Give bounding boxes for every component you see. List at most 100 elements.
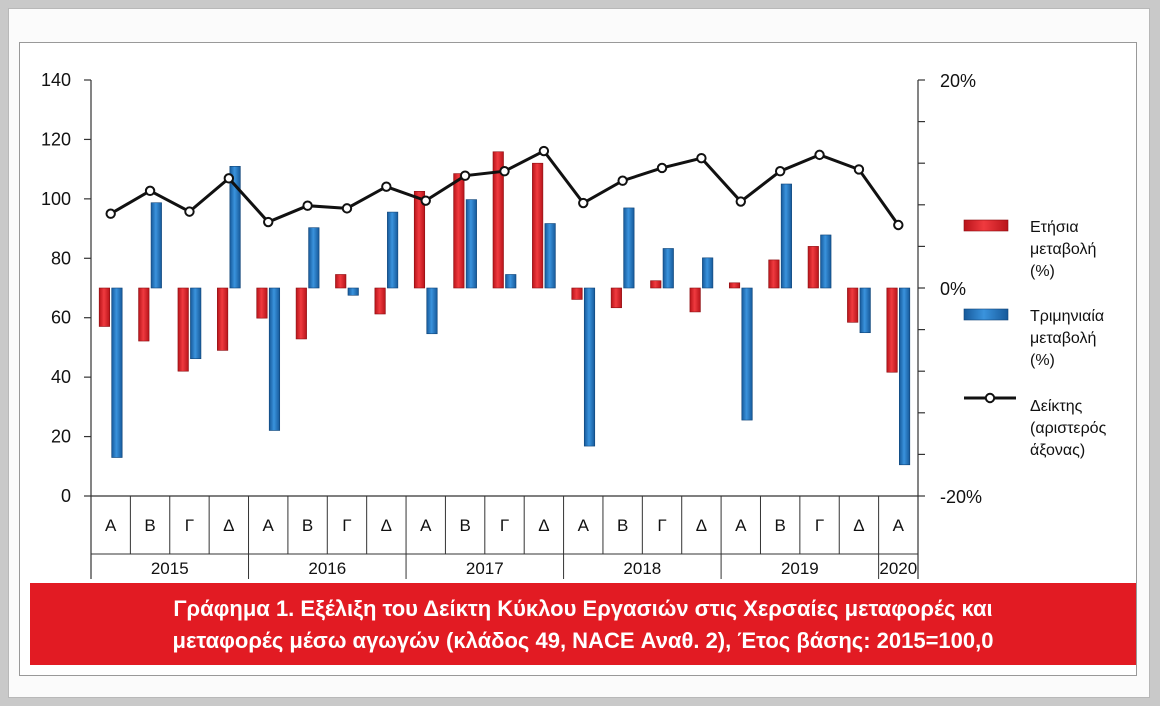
category-label: Γ bbox=[657, 516, 666, 535]
right-tick-label: 0% bbox=[940, 279, 966, 299]
annual-change-bar bbox=[98, 287, 110, 327]
legend-swatch-annual bbox=[963, 219, 1009, 232]
annual-change-bar bbox=[571, 287, 583, 300]
index-point bbox=[381, 181, 392, 192]
category-label: Α bbox=[105, 516, 117, 535]
legend-label: Δείκτης bbox=[1030, 398, 1083, 415]
category-label: Α bbox=[578, 516, 590, 535]
index-point bbox=[814, 149, 825, 161]
category-label: Β bbox=[144, 516, 155, 535]
annual-change-bar bbox=[768, 259, 780, 289]
chart-panel bbox=[19, 42, 1137, 676]
quarterly-change-bar bbox=[426, 287, 438, 335]
annual-change-bar bbox=[807, 246, 819, 289]
annual-change-bar bbox=[295, 287, 307, 340]
quarterly-change-bar bbox=[308, 227, 320, 289]
annual-change-bar bbox=[335, 274, 347, 289]
annual-change-bar bbox=[413, 190, 426, 289]
quarterly-change-bar bbox=[820, 234, 832, 289]
index-point bbox=[656, 162, 668, 174]
annual-change-bar bbox=[886, 287, 898, 373]
quarterly-change-bar bbox=[387, 211, 399, 289]
quarterly-change-bar bbox=[662, 248, 674, 289]
quarterly-change-bar bbox=[741, 287, 753, 421]
year-label: 2018 bbox=[623, 559, 661, 578]
legend-swatch-index-point bbox=[984, 392, 996, 404]
category-label: Δ bbox=[853, 516, 864, 535]
category-label: Γ bbox=[342, 516, 351, 535]
quarterly-change-bar bbox=[544, 223, 556, 289]
year-label: 2015 bbox=[151, 559, 189, 578]
annual-change-bar bbox=[728, 282, 741, 289]
index-point bbox=[184, 206, 195, 217]
legend-label: άξονας) bbox=[1030, 442, 1085, 459]
annual-change-bar bbox=[177, 287, 189, 372]
index-point bbox=[420, 195, 431, 206]
category-label: Β bbox=[302, 516, 313, 535]
index-point bbox=[893, 219, 904, 231]
quarterly-change-bar bbox=[780, 183, 792, 289]
annual-change-bar bbox=[453, 173, 465, 289]
index-point bbox=[538, 145, 550, 157]
category-label: Β bbox=[459, 516, 470, 535]
category-label: Α bbox=[893, 516, 905, 535]
index-point bbox=[853, 164, 865, 175]
annual-change-bar bbox=[650, 280, 662, 289]
left-tick-label: 40 bbox=[51, 367, 71, 387]
category-label: Α bbox=[735, 516, 747, 535]
legend-label: Ετήσια bbox=[1030, 219, 1079, 236]
legend-label: (αριστερός bbox=[1030, 420, 1107, 437]
category-label: Δ bbox=[381, 516, 392, 535]
annual-change-bar bbox=[610, 287, 622, 309]
year-label: 2016 bbox=[308, 559, 346, 578]
index-point bbox=[499, 166, 510, 177]
annual-change-bar bbox=[138, 287, 150, 342]
left-tick-label: 80 bbox=[51, 248, 71, 268]
figure-caption: Γράφημα 1. Εξέλιξη του Δείκτη Κύκλου Εργ… bbox=[30, 583, 1136, 665]
legend-label: (%) bbox=[1030, 263, 1055, 280]
annual-change-bar bbox=[689, 287, 701, 313]
left-tick-label: 60 bbox=[51, 308, 71, 328]
index-point bbox=[302, 200, 313, 211]
legend-swatch-quarterly bbox=[963, 308, 1009, 321]
quarterly-change-bar bbox=[150, 202, 162, 289]
index-point bbox=[735, 196, 746, 207]
quarterly-change-bar bbox=[702, 257, 714, 289]
legend-label: μεταβολή bbox=[1030, 330, 1096, 347]
caption-line-1: Γράφημα 1. Εξέλιξη του Δείκτη Κύκλου Εργ… bbox=[173, 596, 993, 621]
annual-change-bar bbox=[492, 151, 504, 289]
right-tick-label: 20% bbox=[940, 71, 976, 91]
quarterly-change-bar bbox=[229, 166, 241, 289]
index-line bbox=[109, 149, 900, 226]
caption-line-2: μεταφορές μέσω αγωγών (κλάδος 49, NACE Α… bbox=[172, 628, 994, 653]
index-point bbox=[696, 152, 707, 164]
legend-label: (%) bbox=[1030, 352, 1055, 369]
quarterly-change-bar bbox=[347, 287, 359, 296]
category-label: Α bbox=[420, 516, 432, 535]
index-point bbox=[774, 166, 786, 177]
left-tick-label: 100 bbox=[41, 189, 71, 209]
year-label: 2020 bbox=[879, 559, 917, 578]
quarterly-change-bar bbox=[583, 287, 596, 447]
legend-label: μεταβολή bbox=[1030, 241, 1096, 258]
category-label: Β bbox=[774, 516, 785, 535]
index-point bbox=[223, 173, 235, 184]
legend-label: Τριμηνιαία bbox=[1030, 308, 1104, 325]
annual-change-bar bbox=[217, 287, 229, 351]
category-label: Β bbox=[617, 516, 628, 535]
left-tick-label: 20 bbox=[51, 427, 71, 447]
left-tick-label: 140 bbox=[41, 70, 71, 90]
left-tick-label: 0 bbox=[61, 486, 71, 506]
quarterly-change-bar bbox=[465, 199, 477, 289]
quarterly-change-bar bbox=[623, 207, 635, 289]
quarterly-change-bar bbox=[190, 287, 202, 360]
annual-change-bar bbox=[374, 287, 386, 315]
quarterly-change-bar bbox=[268, 287, 281, 431]
right-tick-label: -20% bbox=[940, 487, 982, 507]
annual-change-bar bbox=[847, 287, 859, 323]
index-point bbox=[341, 203, 353, 214]
index-point bbox=[617, 175, 628, 186]
index-point bbox=[105, 208, 116, 219]
category-label: Δ bbox=[696, 516, 707, 535]
